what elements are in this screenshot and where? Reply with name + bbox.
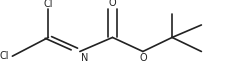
Text: O: O — [109, 0, 116, 8]
Text: Cl: Cl — [0, 51, 9, 61]
Text: Cl: Cl — [44, 0, 53, 9]
Text: N: N — [81, 53, 88, 63]
Text: O: O — [139, 53, 147, 63]
